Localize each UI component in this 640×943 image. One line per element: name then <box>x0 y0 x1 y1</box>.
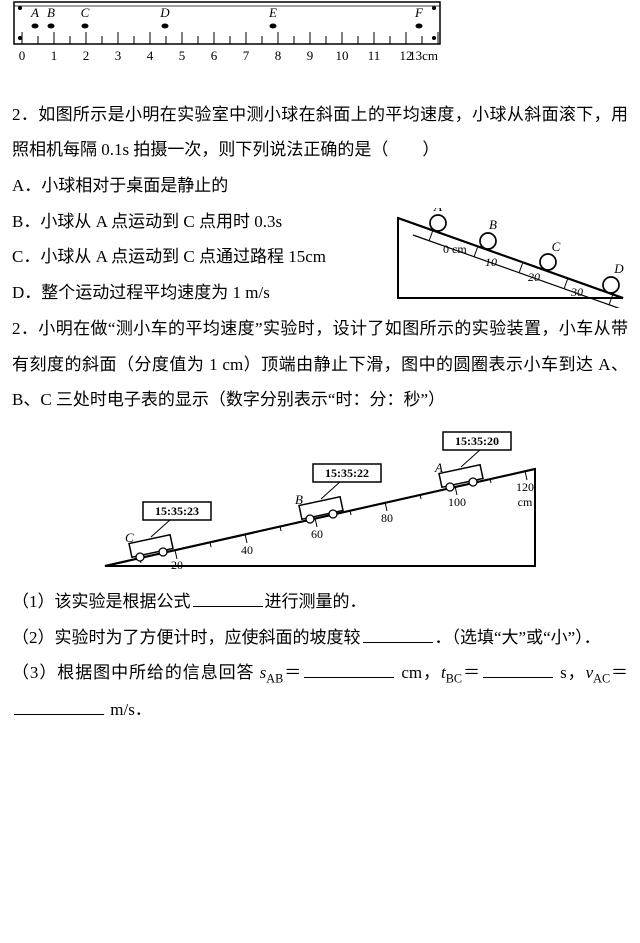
blank-vac[interactable] <box>14 698 104 715</box>
q2b-stem: 2．小明在做“测小车的平均速度”实验时，设计了如图所示的实验装置，小车从带有刻度… <box>12 311 628 418</box>
blank-slope[interactable] <box>363 626 433 643</box>
svg-text:13cm: 13cm <box>409 48 438 63</box>
blank-formula[interactable] <box>193 590 263 607</box>
cart-figure: 20 40 60 80 100 120 cm C 15:35:23 B 15:3… <box>95 424 545 574</box>
svg-text:C: C <box>552 239 561 254</box>
svg-text:40: 40 <box>241 543 253 557</box>
svg-text:2: 2 <box>83 48 90 63</box>
svg-text:10: 10 <box>485 255 497 269</box>
svg-text:B: B <box>295 492 303 507</box>
ruler-label-D: D <box>159 5 170 20</box>
svg-text:15:35:20: 15:35:20 <box>455 434 499 448</box>
blank-sab[interactable] <box>304 661 394 678</box>
tbc-sub: BC <box>446 672 462 686</box>
svg-text:15:35:22: 15:35:22 <box>325 466 369 480</box>
ruler-label-E: E <box>268 5 277 20</box>
vac-sub: AC <box>593 672 610 686</box>
ruler-label-A: A <box>30 5 39 20</box>
svg-text:100: 100 <box>448 495 466 509</box>
svg-text:30: 30 <box>570 285 583 299</box>
svg-text:B: B <box>489 217 497 232</box>
svg-text:120: 120 <box>516 480 534 494</box>
q2b-p2-a: （2）实验时为了方便计时，应使斜面的坡度较 <box>12 628 361 647</box>
svg-text:7: 7 <box>243 48 250 63</box>
svg-text:A: A <box>434 460 443 475</box>
svg-text:A: A <box>433 208 442 214</box>
q2b-p3: （3）根据图中所给的信息回答 sAB＝ cm，tBC＝ s，vAC＝ m/s． <box>12 655 628 728</box>
svg-text:4: 4 <box>147 48 154 63</box>
svg-text:20: 20 <box>171 558 183 572</box>
q2b-p1-b: 进行测量的． <box>265 592 367 611</box>
blank-tbc[interactable] <box>483 661 553 678</box>
vac-var: v <box>586 663 594 682</box>
svg-text:cm: cm <box>518 495 533 509</box>
incline-figure: 0 cm 10 20 30 A B C D <box>393 208 628 308</box>
svg-text:20: 20 <box>528 270 540 284</box>
q2b-p2: （2）实验时为了方便计时，应使斜面的坡度较 ．（选填“大”或“小”）． <box>12 620 628 656</box>
sab-sub: AB <box>266 672 283 686</box>
svg-text:9: 9 <box>307 48 314 63</box>
ruler-label-F: F <box>414 5 424 20</box>
svg-text:5: 5 <box>179 48 186 63</box>
q2b-p3-a: （3）根据图中所给的信息回答 <box>12 663 260 682</box>
svg-text:8: 8 <box>275 48 282 63</box>
ruler-figure: A B C D E F 0 1 2 3 4 5 6 7 8 9 10 11 12… <box>12 0 442 80</box>
svg-text:60: 60 <box>311 527 323 541</box>
svg-text:C: C <box>125 530 134 545</box>
q2b-p1: （1）该实验是根据公式 进行测量的． <box>12 584 628 620</box>
q2b-p2-b: ．（选填“大”或“小”）． <box>435 628 601 647</box>
svg-text:3: 3 <box>115 48 122 63</box>
q2a-optA: A．小球相对于桌面是静止的 <box>12 168 628 204</box>
q2b-p1-a: （1）该实验是根据公式 <box>12 592 191 611</box>
svg-text:11: 11 <box>368 48 381 63</box>
svg-text:15:35:23: 15:35:23 <box>155 504 199 518</box>
svg-text:0: 0 <box>19 48 26 63</box>
svg-text:10: 10 <box>336 48 349 63</box>
svg-text:0 cm: 0 cm <box>443 242 467 256</box>
svg-text:1: 1 <box>51 48 58 63</box>
svg-text:D: D <box>613 261 624 276</box>
ruler-label-B: B <box>47 5 55 20</box>
svg-text:6: 6 <box>211 48 218 63</box>
q2a-stem: 2．如图所示是小明在实验室中测小球在斜面上的平均速度，小球从斜面滚下，用照相机每… <box>12 97 628 168</box>
svg-text:80: 80 <box>381 511 393 525</box>
ruler-label-C: C <box>81 5 90 20</box>
